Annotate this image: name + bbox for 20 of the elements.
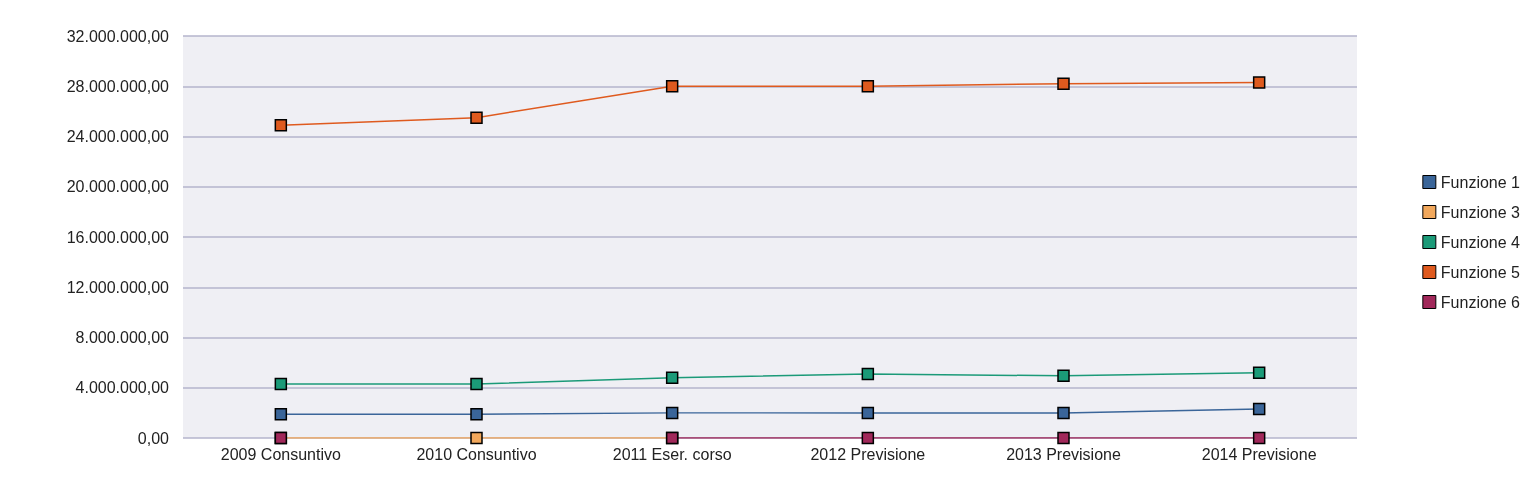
legend-label: Funzione 1 (1440, 173, 1521, 191)
y-tick-label: 8.000.000,00 (75, 329, 170, 346)
x-tick-label: 2013 Previsione (1006, 445, 1121, 463)
y-tick-label: 28.000.000,00 (66, 77, 170, 95)
legend-label: Funzione 4 (1440, 233, 1521, 251)
x-tick-label: 2011 Eser. corso (612, 445, 732, 463)
x-tick-label: 2010 Consuntivo (416, 445, 537, 463)
x-tick-label: 2009 Consuntivo (220, 445, 341, 463)
x-tick-label: 2014 Previsione (1201, 445, 1317, 463)
legend-label: Funzione 5 (1440, 263, 1521, 281)
y-tick-label: 24.000.000,00 (66, 128, 170, 145)
y-tick-label: 16.000.000,00 (66, 228, 170, 246)
y-tick-label: 12.000.000,00 (66, 278, 170, 296)
y-tick-label: 0,00 (137, 429, 170, 447)
legend-label: Funzione 6 (1440, 293, 1521, 311)
y-tick-label: 4.000.000,00 (75, 379, 170, 397)
y-tick-label: 20.000.000,00 (66, 178, 170, 196)
y-tick-label: 32.000.000,00 (66, 27, 170, 45)
x-tick-label: 2012 Previsione (810, 445, 926, 463)
legend-label: Funzione 3 (1440, 203, 1521, 221)
